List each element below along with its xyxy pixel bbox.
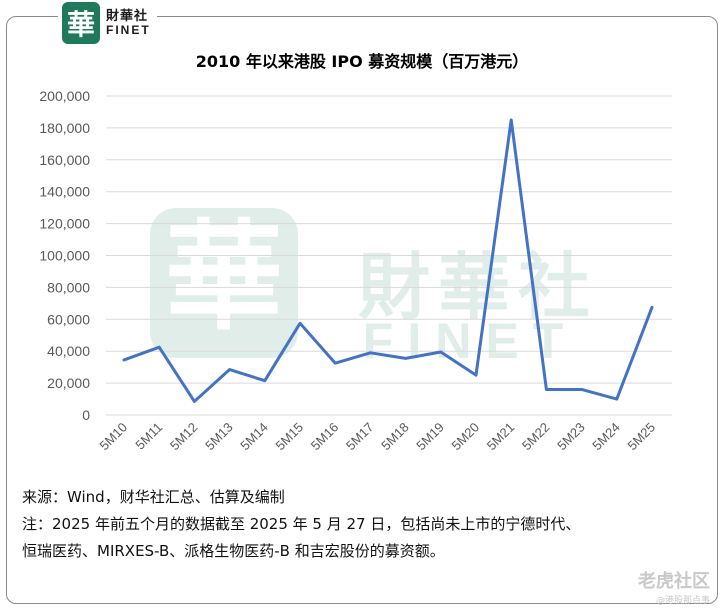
y-tick-label: 100,000	[39, 248, 90, 264]
x-tick-label: 5M14	[237, 420, 271, 454]
y-tick-label: 80,000	[47, 279, 90, 295]
y-tick-label: 140,000	[39, 184, 90, 200]
logo-name-cn: 財華社	[106, 8, 149, 24]
y-tick-label: 200,000	[39, 88, 90, 104]
y-tick-label: 160,000	[39, 152, 90, 168]
source-note: 来源：Wind，财华社汇总、估算及编制	[22, 488, 285, 506]
watermark-badge	[150, 208, 298, 358]
x-tick-label: 5M13	[202, 420, 236, 454]
finet-logo: 華 財華社 FINET	[58, 0, 157, 46]
watermark: 華 財華社 FINET	[150, 207, 590, 369]
chart-title: 2010 年以来港股 IPO 募资规模（百万港元）	[195, 52, 529, 71]
x-axis-labels: 5M10 5M11 5M12 5M13 5M14 5M15 5M16 5M17 5M18 5M19…	[97, 420, 659, 454]
footnote-line-2: 恒瑞医药、MIRXES-B、派格生物医药-B 和吉宏股份的募资额。	[22, 542, 445, 560]
x-tick-label: 5M10	[97, 420, 131, 454]
watermark-glyph: 華	[165, 207, 283, 346]
x-tick-label: 5M24	[589, 420, 623, 454]
y-axis-labels: 0 20,000 40,000 60,000 80,000 100,000 120,000 1…	[39, 88, 90, 423]
x-tick-label: 5M19	[413, 420, 447, 454]
footnote-line-1: 注：2025 年前五个月的数据截至 2025 年 5 月 27 日，包括尚未上市…	[22, 515, 581, 533]
watermark-name-en: FINET	[363, 313, 577, 369]
gridlines	[106, 95, 672, 416]
y-tick-label: 120,000	[39, 216, 90, 232]
x-tick-label: 5M17	[343, 420, 377, 454]
x-tick-label: 5M11	[132, 420, 165, 453]
series-lines	[122, 118, 654, 403]
x-tick-label: 5M25	[625, 420, 659, 454]
notes: 来源：Wind，财华社汇总、估算及编制 注：2025 年前五个月的数据截至 20…	[22, 484, 580, 565]
x-tick-label: 5M22	[519, 420, 553, 454]
x-tick-label: 5M18	[378, 420, 412, 454]
x-tick-label: 5M20	[449, 420, 483, 454]
x-tick-label: 5M15	[273, 420, 307, 454]
x-tick-label: 5M23	[554, 420, 588, 454]
series-line	[122, 118, 654, 403]
logo-text: 財華社 FINET	[106, 10, 151, 36]
brand-watermark: 老虎社区 @港股那点事	[638, 567, 710, 606]
x-tick-label: 5M21	[484, 420, 518, 454]
chart-frame	[6, 16, 718, 604]
brand-main: 老虎社区	[638, 571, 710, 592]
y-tick-label: 180,000	[39, 120, 90, 136]
y-tick-label: 40,000	[47, 343, 90, 359]
y-tick-label: 0	[82, 407, 90, 423]
y-tick-label: 60,000	[47, 311, 90, 327]
y-tick-label: 20,000	[47, 375, 90, 391]
x-tick-label: 5M12	[167, 420, 201, 454]
logo-badge: 華	[62, 2, 100, 44]
logo-name-en: FINET	[106, 22, 151, 37]
brand-sub: @港股那点事	[655, 596, 710, 606]
x-tick-label: 5M16	[308, 420, 342, 454]
